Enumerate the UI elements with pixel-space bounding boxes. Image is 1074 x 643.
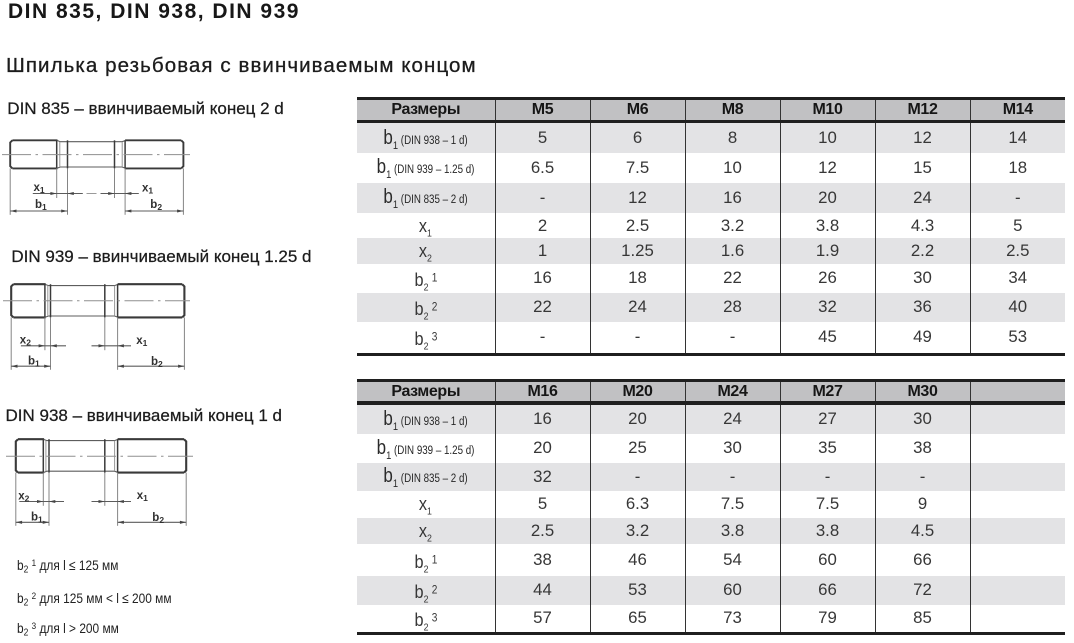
svg-text:x1: x1: [142, 182, 153, 195]
svg-text:b1: b1: [31, 511, 43, 524]
svg-text:b2: b2: [151, 356, 163, 369]
svg-text:b1: b1: [28, 355, 40, 368]
svg-text:x2: x2: [20, 334, 31, 347]
svg-text:b2: b2: [152, 512, 164, 525]
svg-text:x1: x1: [34, 182, 45, 195]
svg-text:x1: x1: [136, 335, 147, 348]
svg-text:b2: b2: [150, 199, 162, 212]
svg-text:x1: x1: [137, 490, 148, 503]
svg-text:b1: b1: [35, 199, 47, 212]
svg-text:x2: x2: [18, 490, 29, 503]
